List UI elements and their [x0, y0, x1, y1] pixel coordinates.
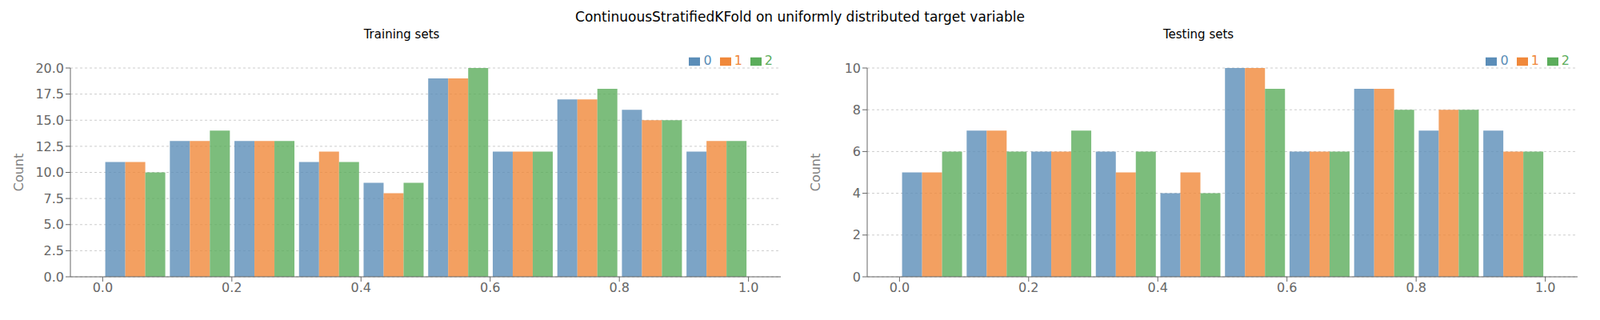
- svg-text:7.5: 7.5: [44, 191, 64, 207]
- svg-text:8: 8: [852, 102, 861, 118]
- svg-text:10.0: 10.0: [35, 164, 64, 180]
- svg-text:17.5: 17.5: [35, 86, 64, 102]
- svg-text:10: 10: [844, 60, 861, 76]
- svg-text:Count: Count: [808, 153, 824, 192]
- svg-text:0.8: 0.8: [1405, 280, 1426, 296]
- html-text:0: 0: [703, 52, 712, 68]
- svg-text:2: 2: [852, 227, 861, 243]
- svg-text:0.0: 0.0: [44, 269, 64, 285]
- svg-text:0.8: 0.8: [608, 280, 629, 296]
- svg-text:15.0: 15.0: [35, 112, 64, 128]
- html-text:Testing sets: Testing sets: [1163, 27, 1234, 42]
- html-text:2: 2: [764, 52, 773, 68]
- svg-text:2.5: 2.5: [44, 243, 64, 259]
- svg-text:0.0: 0.0: [889, 280, 910, 296]
- svg-text:20.0: 20.0: [35, 60, 64, 76]
- html-text:Training sets: Training sets: [363, 27, 440, 42]
- html-text:2: 2: [1561, 52, 1570, 68]
- svg-text:6: 6: [852, 144, 861, 160]
- svg-text:Count: Count: [11, 153, 27, 192]
- svg-text:0.6: 0.6: [480, 280, 500, 296]
- svg-text:0.4: 0.4: [1148, 280, 1168, 296]
- html-text:ContinuousStratifiedKFold on u: ContinuousStratifiedKFold on uniformly d…: [575, 8, 1025, 25]
- svg-text:0.2: 0.2: [1018, 280, 1039, 296]
- html-text:1: 1: [1530, 52, 1540, 68]
- html-text:1: 1: [734, 52, 743, 68]
- svg-text:12.5: 12.5: [35, 139, 64, 155]
- svg-text:0.2: 0.2: [221, 280, 242, 296]
- svg-text:0: 0: [852, 269, 861, 285]
- svg-text:5.0: 5.0: [44, 216, 64, 232]
- svg-text:0.4: 0.4: [351, 280, 372, 296]
- svg-text:0.0: 0.0: [92, 280, 113, 296]
- html-text:0: 0: [1500, 52, 1509, 68]
- svg-text:1.0: 1.0: [1535, 280, 1556, 296]
- svg-text:1.0: 1.0: [738, 280, 759, 296]
- svg-text:4: 4: [852, 185, 861, 201]
- svg-text:0.6: 0.6: [1276, 280, 1297, 296]
